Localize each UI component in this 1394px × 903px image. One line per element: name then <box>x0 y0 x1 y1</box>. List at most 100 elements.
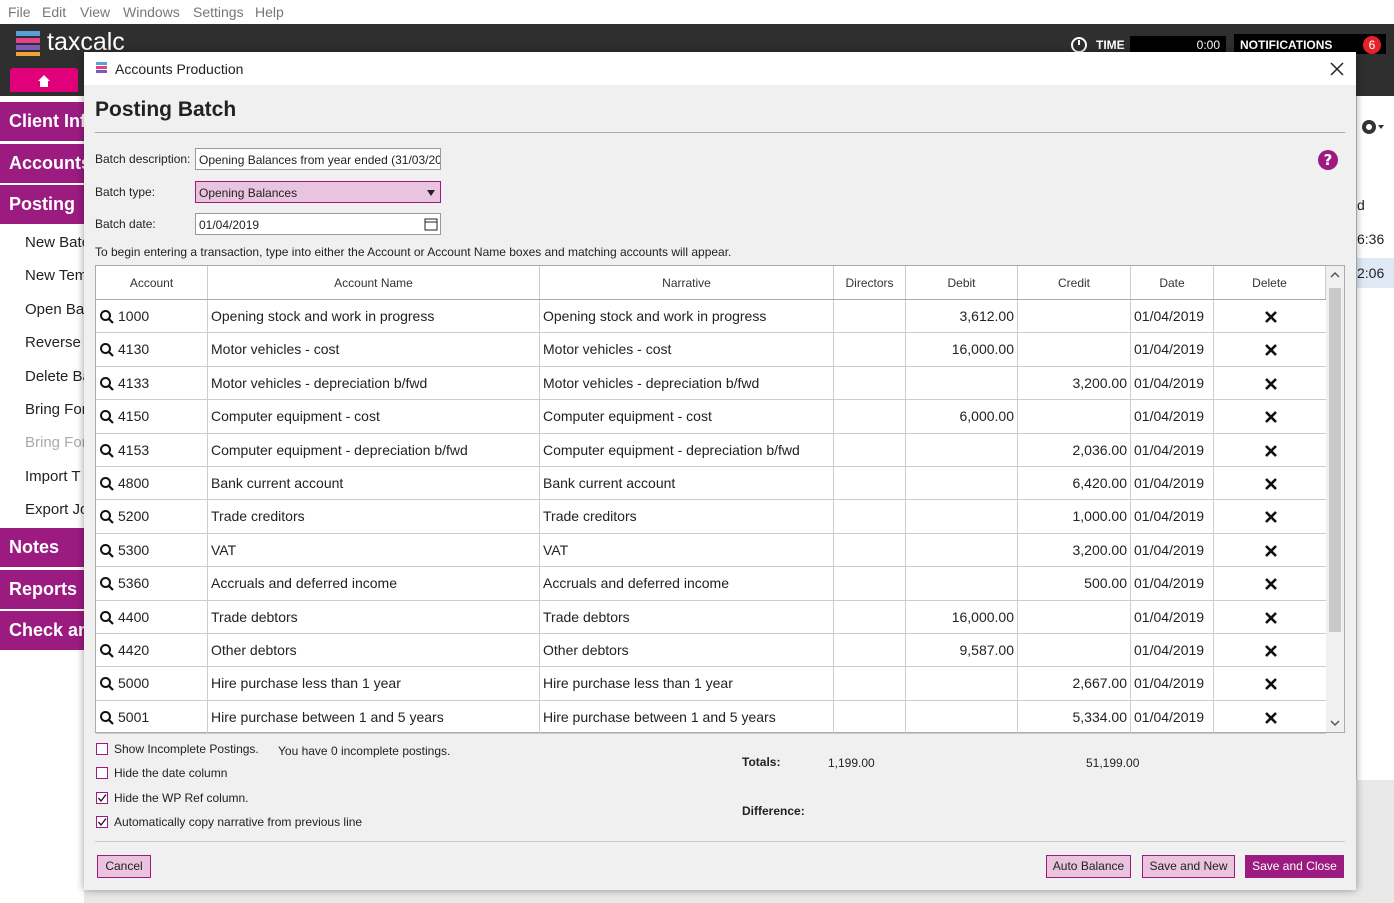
delete-icon[interactable] <box>1264 410 1278 424</box>
column-header[interactable]: Delete <box>1214 266 1326 300</box>
search-icon[interactable] <box>99 476 115 492</box>
column-header[interactable]: Date <box>1131 266 1214 300</box>
scrollbar[interactable] <box>1326 266 1344 732</box>
sidebar-item[interactable]: Delete Ba <box>0 359 84 393</box>
sidebar-item[interactable]: New Tem <box>0 259 84 293</box>
delete-icon[interactable] <box>1264 343 1278 357</box>
sidebar-item[interactable]: Open Ba <box>0 292 84 326</box>
cell-debit <box>906 533 1018 567</box>
sidebar-section[interactable]: Client Inf <box>0 102 84 141</box>
checkbox[interactable] <box>96 743 108 755</box>
search-icon[interactable] <box>99 543 115 559</box>
action-button[interactable]: Save and Close <box>1245 855 1344 878</box>
search-icon[interactable] <box>99 409 115 425</box>
cell-credit <box>1018 634 1131 667</box>
checkbox[interactable] <box>96 816 108 829</box>
sidebar-item[interactable]: New Batc <box>0 226 84 259</box>
sidebar-item[interactable]: Reverse <box>0 326 84 360</box>
delete-icon[interactable] <box>1264 644 1278 658</box>
sidebar-section[interactable]: Check an <box>0 611 84 650</box>
table-row[interactable]: 5000 Hire purchase less than 1 year Hire p… <box>96 667 1326 701</box>
cell-credit <box>1018 300 1131 333</box>
delete-icon[interactable] <box>1264 544 1278 558</box>
table-row[interactable]: 4133 Motor vehicles - depreciation b/fwd M… <box>96 366 1326 401</box>
sidebar-item[interactable]: Bring For <box>0 393 84 426</box>
delete-icon[interactable] <box>1264 677 1278 691</box>
sidebar-item[interactable]: Import T <box>0 459 84 493</box>
column-header[interactable]: Directors <box>834 266 906 300</box>
logo-icon <box>16 31 40 56</box>
column-header[interactable]: Account Name <box>208 266 540 300</box>
table-row[interactable]: 5300 VAT VAT 3,200.00 01/04/2019 <box>96 533 1326 568</box>
cell-debit <box>906 433 1018 467</box>
column-header[interactable]: Account <box>96 266 208 300</box>
checkbox[interactable] <box>96 767 108 780</box>
delete-icon[interactable] <box>1264 444 1278 458</box>
table-row[interactable]: 5360 Accruals and deferred income Accruals… <box>96 567 1326 601</box>
table-row[interactable]: 1000 Opening stock and work in progress Op… <box>96 300 1326 334</box>
search-icon[interactable] <box>99 376 115 392</box>
cell-account: 5360 <box>96 567 208 601</box>
field-input[interactable]: Opening Balances from year ended (31/03/… <box>195 148 441 170</box>
sidebar-section[interactable]: Accounts <box>0 143 84 183</box>
delete-icon[interactable] <box>1264 577 1278 591</box>
table-row[interactable]: 5001 Hire purchase between 1 and 5 years H… <box>96 700 1326 735</box>
search-icon[interactable] <box>99 643 115 659</box>
column-header[interactable]: Credit <box>1018 266 1131 300</box>
cell-account: 1000 <box>96 300 208 333</box>
search-icon[interactable] <box>99 610 115 626</box>
sidebar-section[interactable]: Reports <box>0 569 84 609</box>
field-input[interactable]: Opening Balances <box>195 180 441 203</box>
delete-icon[interactable] <box>1264 377 1278 391</box>
notifications-box[interactable] <box>1234 34 1386 54</box>
search-icon[interactable] <box>99 676 115 692</box>
table-row[interactable]: 4130 Motor vehicles - cost Motor vehicles … <box>96 333 1326 367</box>
close-button[interactable] <box>1329 61 1345 77</box>
menu-item[interactable]: Edit <box>42 4 67 20</box>
menu-item[interactable]: Help <box>255 4 284 20</box>
table-row[interactable]: 4153 Computer equipment - depreciation b/… <box>96 433 1326 467</box>
delete-icon[interactable] <box>1264 510 1278 524</box>
delete-icon[interactable] <box>1264 711 1278 725</box>
cell-narrative: Motor vehicles - depreciation b/fwd <box>540 366 834 400</box>
cell-narrative: Hire purchase less than 1 year <box>540 667 834 701</box>
cell-account: 5000 <box>96 667 208 701</box>
sidebar-item[interactable]: Export Jo <box>0 493 84 527</box>
search-icon[interactable] <box>99 443 115 459</box>
logo-text: taxcalc <box>47 28 125 56</box>
table-row[interactable]: 4150 Computer equipment - cost Computer eq… <box>96 400 1326 434</box>
menu-item[interactable]: Windows <box>123 4 180 20</box>
table-row[interactable]: 4400 Trade debtors Trade debtors 16,000.00 0… <box>96 600 1326 634</box>
search-icon[interactable] <box>99 509 115 525</box>
help-icon[interactable]: ? <box>1318 150 1338 170</box>
menu-item[interactable]: View <box>80 4 111 20</box>
table-row[interactable]: 4420 Other debtors Other debtors 9,587.00 01… <box>96 634 1326 668</box>
delete-icon[interactable] <box>1264 310 1278 324</box>
action-button[interactable]: Auto Balance <box>1046 855 1131 878</box>
search-icon[interactable] <box>99 710 115 726</box>
scroll-thumb[interactable] <box>1329 288 1341 632</box>
calendar-icon[interactable] <box>424 217 438 231</box>
field-input[interactable]: 01/04/2019 <box>195 213 441 235</box>
home-tab[interactable] <box>10 68 78 92</box>
table-row[interactable]: 5200 Trade creditors Trade creditors 1,000.… <box>96 500 1326 534</box>
settings-gear[interactable] <box>1359 116 1387 138</box>
menu-item[interactable]: File <box>8 4 31 20</box>
sidebar-section[interactable]: Posting <box>0 185 84 224</box>
cell-directors <box>834 600 906 634</box>
search-icon[interactable] <box>99 309 115 325</box>
table-row[interactable]: 4800 Bank current account Bank current acc… <box>96 467 1326 501</box>
window-title: Accounts Production <box>115 61 244 77</box>
cell-date: 01/04/2019 <box>1131 667 1214 701</box>
delete-icon[interactable] <box>1264 611 1278 625</box>
delete-icon[interactable] <box>1264 477 1278 491</box>
search-icon[interactable] <box>99 576 115 592</box>
search-icon[interactable] <box>99 342 115 358</box>
cancel-button[interactable]: Cancel <box>97 855 151 878</box>
menu-item[interactable]: Settings <box>193 4 244 20</box>
column-header[interactable]: Debit <box>906 266 1018 300</box>
column-header[interactable]: Narrative <box>540 266 834 300</box>
sidebar-section[interactable]: Notes <box>0 528 84 567</box>
checkbox[interactable] <box>96 791 108 804</box>
action-button[interactable]: Save and New <box>1142 855 1235 878</box>
